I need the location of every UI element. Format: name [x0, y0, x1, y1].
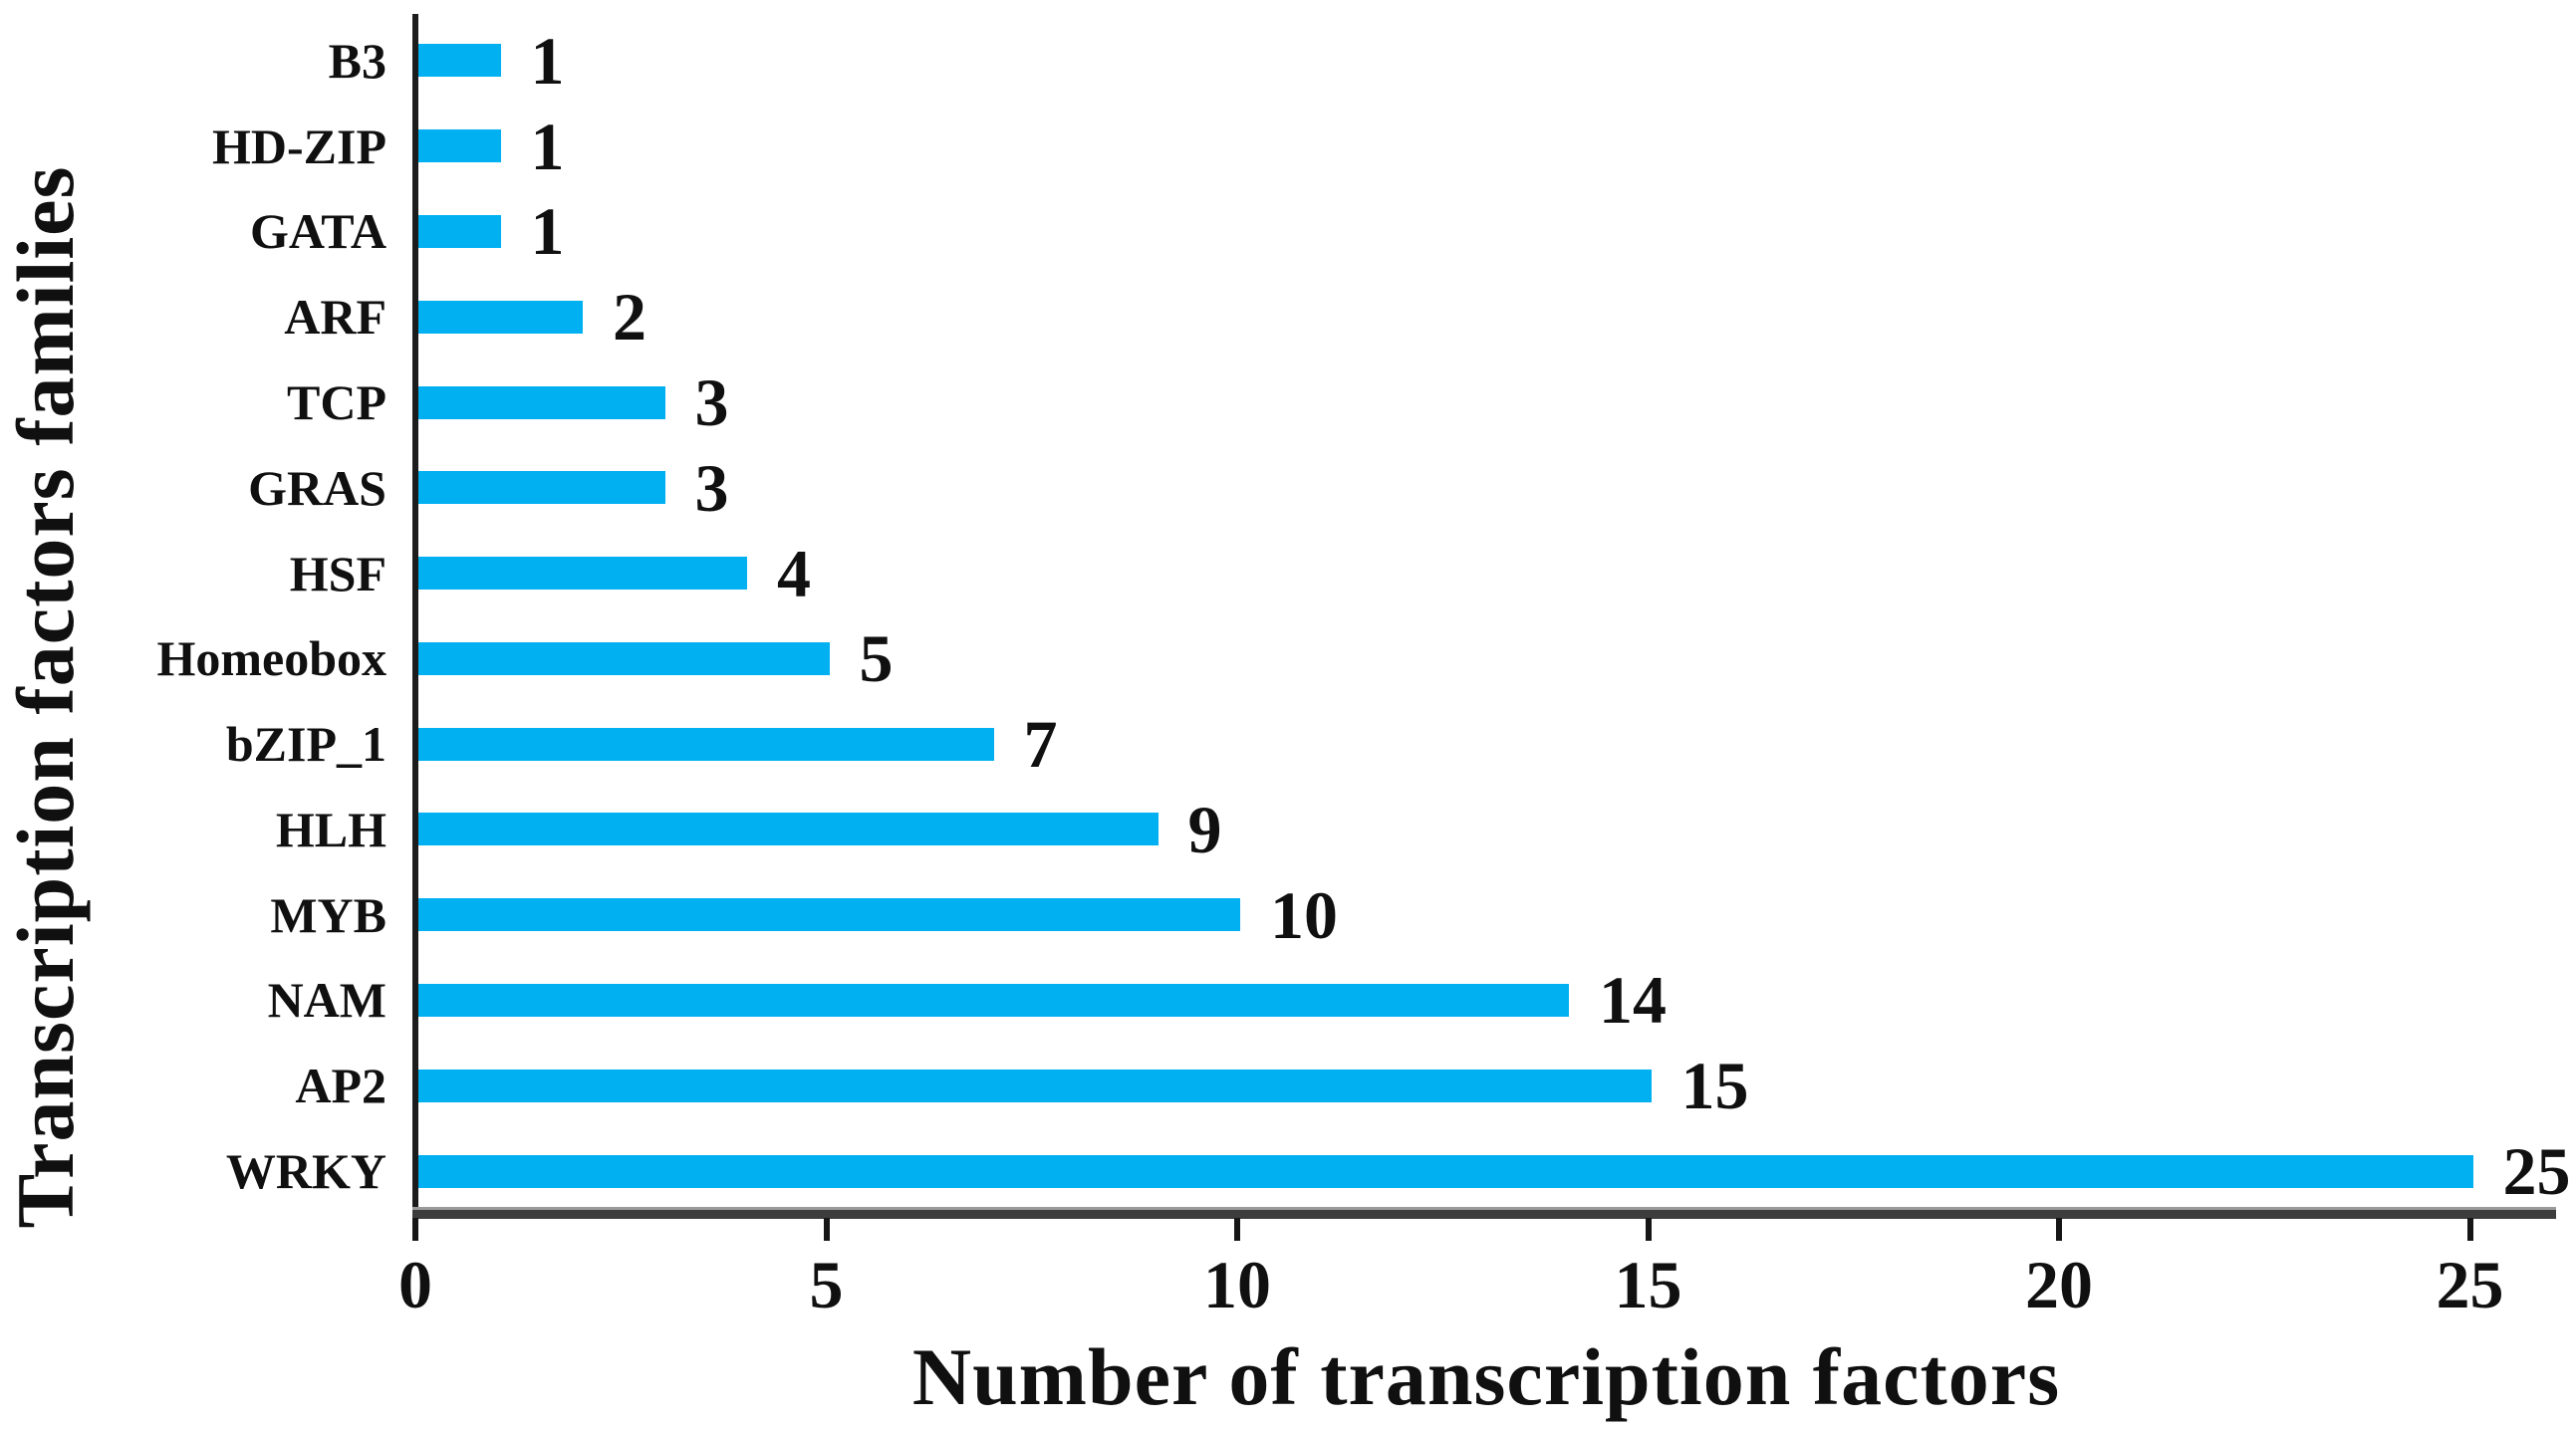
x-tick-label: 5: [809, 1247, 844, 1322]
value-label: 25: [2502, 1133, 2571, 1210]
bar-row: NAM 14: [0, 958, 2576, 1044]
bar: [418, 641, 830, 675]
category-label: HD-ZIP: [212, 118, 386, 174]
value-label: 7: [1023, 706, 1058, 783]
value-label: 1: [530, 22, 565, 99]
bar: [418, 129, 501, 163]
x-tick: [412, 1218, 418, 1241]
bar-row: bZIP_1 7: [0, 701, 2576, 787]
x-axis-title: Number of transcription factors: [911, 1331, 2061, 1422]
category-label: B3: [328, 32, 386, 89]
bar-track: 9: [418, 796, 2576, 863]
x-tick: [823, 1218, 830, 1241]
bar-track: 1: [418, 27, 2576, 95]
bar-row: TCP 3: [0, 359, 2576, 445]
bar: [418, 471, 665, 505]
category-label: NAM: [267, 972, 386, 1029]
bar-row: AP2 15: [0, 1043, 2576, 1128]
bar-row: HSF 4: [0, 531, 2576, 616]
x-tick-label: 15: [1614, 1247, 1682, 1322]
bar: [418, 214, 501, 248]
value-label: 1: [530, 108, 565, 184]
bar-row: Homeobox 5: [0, 615, 2576, 701]
value-label: 4: [777, 535, 811, 611]
value-label: 1: [530, 193, 565, 270]
bar-row: HD-ZIP 1: [0, 104, 2576, 189]
value-label: 9: [1187, 791, 1222, 867]
category-label: GRAS: [248, 459, 386, 516]
bar: [418, 1069, 1652, 1102]
bar-track: 4: [418, 540, 2576, 607]
value-label: 15: [1680, 1048, 1749, 1124]
x-tick: [1645, 1218, 1652, 1241]
bar: [418, 727, 994, 761]
bar-row: GRAS 3: [0, 445, 2576, 531]
bar: [418, 44, 501, 78]
category-label: bZIP_1: [225, 716, 386, 773]
bar: [418, 557, 747, 591]
bar-row: HLH 9: [0, 787, 2576, 872]
bar-row: WRKY 25: [0, 1128, 2576, 1214]
bar-track: 1: [418, 113, 2576, 180]
x-tick-label: 0: [398, 1247, 432, 1322]
bar: [418, 898, 1240, 932]
bar-track: 3: [418, 368, 2576, 436]
x-tick: [1234, 1218, 1240, 1241]
category-label: GATA: [249, 203, 386, 260]
bar-row: GATA 1: [0, 189, 2576, 275]
category-label: HLH: [275, 801, 386, 857]
x-tick-label: 20: [2025, 1247, 2093, 1322]
category-label: WRKY: [225, 1143, 386, 1200]
bar: [418, 1154, 2473, 1188]
x-tick: [2466, 1218, 2473, 1241]
bar-track: 5: [418, 624, 2576, 692]
category-label: HSF: [289, 545, 386, 601]
bar-track: 7: [418, 710, 2576, 778]
bar-track: 10: [418, 881, 2576, 949]
bar-row: B3 1: [0, 18, 2576, 104]
category-label: TCP: [287, 374, 386, 431]
x-tick-label: 25: [2436, 1247, 2504, 1322]
category-label: ARF: [284, 289, 386, 346]
bar-track: 14: [418, 966, 2576, 1034]
x-tick: [2056, 1218, 2062, 1241]
value-label: 3: [694, 449, 729, 526]
y-axis-line: [412, 14, 418, 1218]
x-tick-label: 10: [1203, 1247, 1271, 1322]
category-label: Homeobox: [156, 630, 386, 687]
bar-track: 1: [418, 197, 2576, 265]
bar-track: 2: [418, 283, 2576, 351]
bar: [418, 983, 1569, 1017]
bar-track: 3: [418, 454, 2576, 522]
value-label: 2: [613, 279, 646, 356]
value-label: 3: [694, 364, 729, 441]
bar-row: MYB 10: [0, 872, 2576, 958]
bar: [418, 385, 665, 419]
value-label: 14: [1599, 962, 1667, 1039]
x-axis-line: [412, 1210, 2556, 1219]
bar-row: ARF 2: [0, 274, 2576, 359]
value-label: 5: [859, 620, 894, 697]
bar-track: 25: [418, 1137, 2576, 1205]
bar: [418, 300, 583, 334]
value-label: 10: [1270, 876, 1338, 953]
category-label: MYB: [270, 886, 386, 943]
bar-track: 15: [418, 1052, 2576, 1119]
category-label: AP2: [295, 1058, 386, 1114]
bar: [418, 813, 1159, 846]
bar-rows-container: B3 1 HD-ZIP 1 GATA 1 ARF 2 TCP 3 GRAS 3 HSF 4 Homeobox…: [0, 18, 2576, 1214]
